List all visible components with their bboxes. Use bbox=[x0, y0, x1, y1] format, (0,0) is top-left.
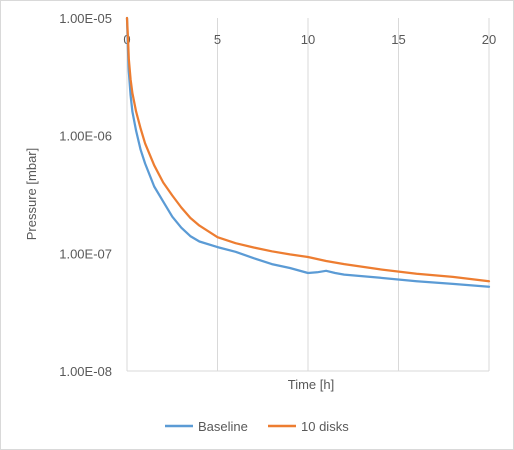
series-line-10-disks bbox=[125, 16, 491, 283]
x-tick-label: 15 bbox=[391, 32, 405, 47]
y-tick-label: 1.00E-06 bbox=[59, 129, 112, 144]
series-line-baseline bbox=[125, 16, 491, 288]
legend-label-10-disks: 10 disks bbox=[301, 419, 349, 434]
grid-lines bbox=[126, 18, 490, 372]
legend: Baseline 10 disks bbox=[165, 419, 349, 434]
y-tick-label: 1.00E-05 bbox=[59, 11, 112, 26]
x-tick-label: 5 bbox=[214, 32, 221, 47]
series-lines bbox=[125, 16, 491, 288]
legend-label-baseline: Baseline bbox=[198, 419, 248, 434]
y-tick-label: 1.00E-08 bbox=[59, 364, 112, 379]
x-tick-label: 20 bbox=[482, 32, 496, 47]
y-tick-labels: 1.00E-05 1.00E-06 1.00E-07 1.00E-08 bbox=[59, 11, 112, 379]
x-tick-labels: 0 5 10 15 20 bbox=[123, 32, 496, 47]
x-axis-title: Time [h] bbox=[288, 377, 334, 392]
x-tick-label: 10 bbox=[301, 32, 315, 47]
y-axis-title: Pressure [mbar] bbox=[24, 148, 39, 240]
y-tick-label: 1.00E-07 bbox=[59, 246, 112, 261]
